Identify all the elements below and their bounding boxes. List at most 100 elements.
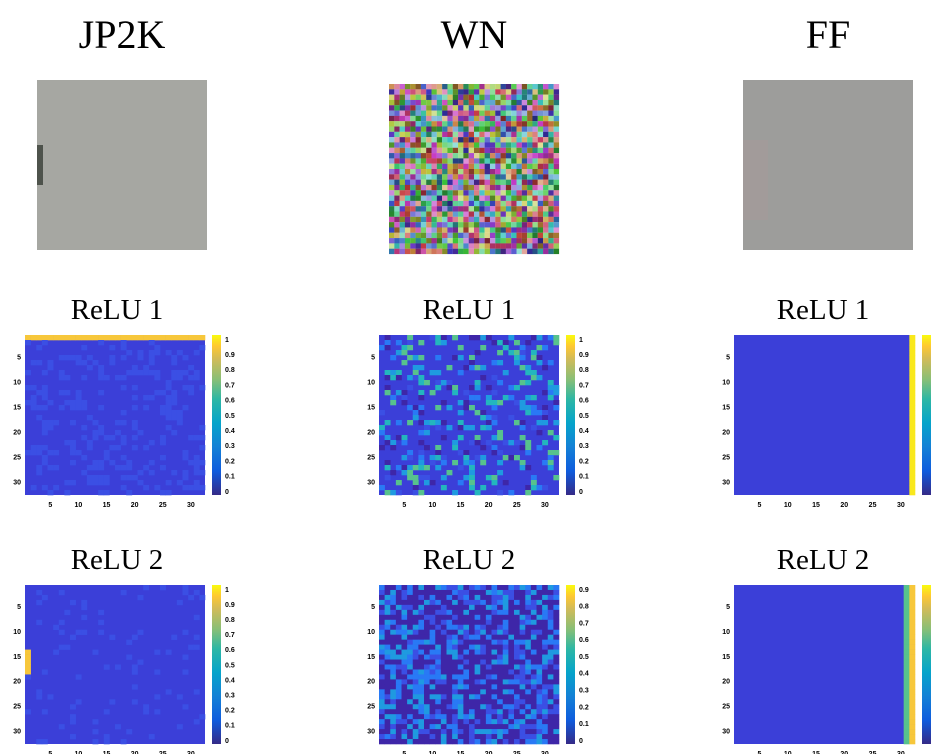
- heat-cell: [519, 465, 526, 471]
- noise-pixel: [431, 153, 437, 159]
- heat-cell: [542, 460, 549, 466]
- heat-cell: [463, 460, 470, 466]
- noise-pixel: [474, 179, 480, 186]
- heat-cell: [98, 619, 105, 626]
- noise-pixel: [431, 115, 437, 122]
- noise-pixel: [500, 216, 506, 223]
- heat-cell: [418, 734, 425, 740]
- heat-cell: [440, 659, 447, 665]
- noise-pixel: [527, 89, 533, 95]
- heat-cell: [547, 674, 554, 680]
- heat-cell: [424, 689, 430, 695]
- heat-cell: [435, 445, 442, 451]
- noise-pixel: [415, 126, 421, 132]
- heat-cell: [457, 480, 464, 486]
- noise-pixel: [521, 174, 528, 180]
- noise-pixel: [521, 84, 528, 90]
- noise-pixel: [516, 84, 522, 90]
- noise-pixel: [500, 195, 506, 201]
- heat-cell: [384, 340, 391, 346]
- noise-pixel: [468, 216, 475, 223]
- heat-cell: [497, 594, 504, 601]
- noise-pixel: [394, 238, 400, 244]
- noise-pixel: [553, 238, 560, 244]
- heat-cell: [86, 335, 93, 341]
- heat-cell: [435, 679, 442, 685]
- noise-pixel: [404, 94, 411, 101]
- noise-pixel: [479, 105, 485, 111]
- noise-pixel: [543, 222, 549, 228]
- heat-cell: [401, 654, 408, 660]
- noise-pixel: [431, 190, 437, 196]
- heat-cell: [390, 629, 397, 635]
- heat-cell: [401, 395, 408, 401]
- noise-pixel: [410, 137, 416, 143]
- noise-pixel: [399, 174, 406, 180]
- noise-pixel: [431, 110, 437, 116]
- heat-cell: [418, 709, 425, 715]
- noise-pixel: [394, 169, 400, 175]
- heat-cell: [553, 689, 560, 695]
- noise-pixel: [463, 216, 469, 223]
- noise-pixel: [436, 89, 443, 95]
- heat-cell: [519, 674, 526, 680]
- noise-pixel: [474, 126, 480, 132]
- heat-cell: [530, 714, 537, 720]
- heat-cell: [536, 739, 543, 745]
- heat-cell: [480, 704, 487, 710]
- heat-cell: [120, 345, 127, 351]
- noise-pixel: [505, 243, 512, 249]
- heat-cell: [86, 465, 93, 471]
- heat-cell: [41, 594, 48, 601]
- heat-cell: [120, 465, 127, 471]
- heat-cell: [418, 699, 425, 705]
- heat-cell: [193, 435, 200, 441]
- heat-cell: [384, 614, 391, 621]
- heat-cell: [903, 585, 910, 591]
- x-tick-label: 30: [187, 502, 195, 509]
- heat-cell: [435, 664, 442, 670]
- heat-cell: [188, 375, 195, 381]
- heat-cell: [435, 739, 442, 745]
- heat-cell: [429, 639, 436, 645]
- heat-cell: [429, 589, 436, 596]
- heat-cell: [148, 370, 155, 376]
- noise-pixel: [452, 206, 459, 212]
- noise-pixel: [516, 195, 522, 201]
- heat-cell: [452, 654, 459, 660]
- heat-cell: [457, 585, 464, 591]
- heat-cell: [536, 694, 543, 700]
- heat-cell: [390, 729, 397, 735]
- heat-cell: [909, 420, 916, 426]
- noise-pixel: [527, 206, 533, 212]
- heat-cell: [401, 614, 408, 621]
- heat-cell: [508, 654, 515, 660]
- heat-cell: [401, 699, 408, 705]
- noise-pixel: [410, 99, 416, 106]
- noise-pixel: [548, 232, 554, 239]
- heat-cell: [379, 624, 385, 631]
- heat-cell: [903, 629, 910, 635]
- noise-pixel: [410, 222, 416, 228]
- noise-pixel: [394, 211, 400, 217]
- heat-cell: [463, 699, 470, 705]
- noise-pixel: [468, 169, 475, 175]
- noise-pixel: [447, 227, 453, 233]
- heat-cell: [547, 624, 554, 631]
- noise-pixel: [399, 184, 406, 191]
- y-tick-label: 5: [17, 354, 21, 361]
- heat-cell: [160, 440, 166, 446]
- heat-cell: [542, 694, 549, 700]
- noise-pixel: [404, 126, 411, 132]
- heat-cell: [401, 644, 408, 650]
- noise-pixel: [516, 174, 522, 180]
- heat-cell: [530, 585, 537, 591]
- heat-cell: [457, 654, 464, 660]
- heat-cell: [542, 659, 549, 665]
- heat-cell: [519, 709, 526, 715]
- heat-cell: [457, 599, 464, 606]
- heat-cell: [909, 440, 916, 446]
- heat-cell: [530, 724, 537, 730]
- noise-pixel: [442, 89, 448, 95]
- heat-cell: [497, 585, 504, 591]
